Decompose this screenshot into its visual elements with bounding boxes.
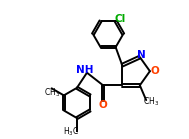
Text: H$_3$C: H$_3$C <box>63 126 79 138</box>
Text: CH$_3$: CH$_3$ <box>143 96 159 108</box>
Text: CH$_3$: CH$_3$ <box>44 86 60 99</box>
Text: O: O <box>150 66 159 76</box>
Text: Cl: Cl <box>114 14 125 24</box>
Text: NH: NH <box>76 65 94 75</box>
Text: N: N <box>137 50 146 60</box>
Text: O: O <box>98 100 107 110</box>
